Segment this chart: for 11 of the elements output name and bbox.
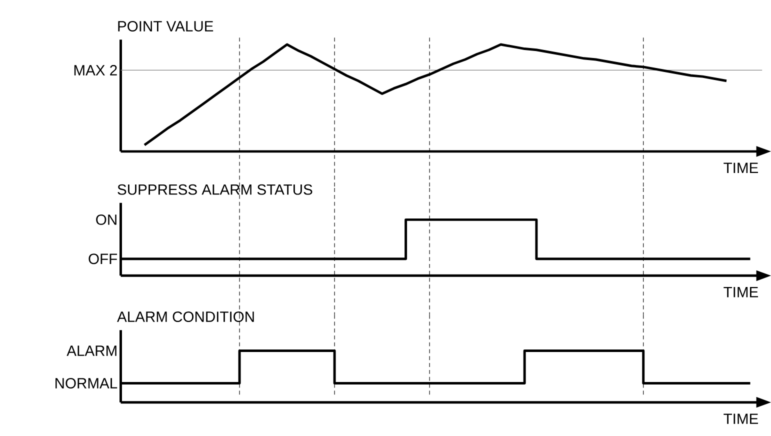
x-axis-title: TIME: [724, 162, 758, 173]
chart-title: ALARM CONDITION: [117, 311, 254, 322]
x-axis-title: TIME: [724, 286, 758, 297]
text: NORMAL: [56, 378, 118, 388]
ref-line-label: MAX 2: [74, 64, 117, 76]
text: ON: [96, 214, 116, 225]
x-axis-title: TIME: [724, 413, 758, 424]
text: ALARM: [66, 345, 116, 356]
text: OFF: [88, 253, 118, 264]
chart-title: SUPPRESS ALARM STATUS: [118, 184, 312, 195]
chart-title: POINT VALUE: [118, 20, 214, 32]
